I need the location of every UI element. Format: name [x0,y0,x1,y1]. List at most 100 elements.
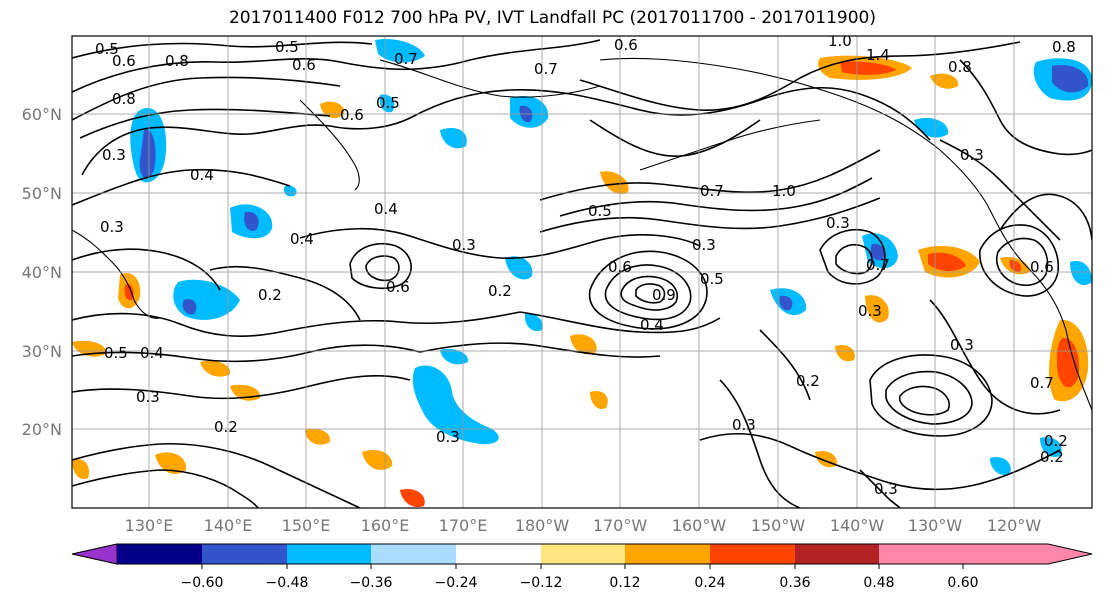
colorbar-segment [287,544,371,564]
contour-label: 0.2 [488,282,512,300]
lon-label: 140°W [830,516,885,535]
contour-label: 0.3 [950,336,974,354]
pv-contours [72,39,1092,508]
contour-label: 0.7 [534,60,558,78]
contour-label: 0.6 [292,56,316,74]
contour-label: 0.3 [858,302,882,320]
pv-contour [72,39,601,93]
contour-label: 0.8 [948,58,972,76]
pv-contour [539,149,881,201]
shade-blob [155,452,187,474]
pv-contour [929,299,1061,415]
contour-labels: 0.5 0.6 0.8 0.5 0.6 0.7 0.6 0.7 1.0 1.4 … [95,36,1076,498]
shade-blob [412,365,499,445]
pv-contour [72,311,521,337]
shade-blob [524,313,543,332]
pv-contour [719,379,801,508]
shade-blob [200,360,231,377]
contour-label: 0.2 [258,286,282,304]
colorbar-segment [371,544,456,564]
pv-contour [72,248,221,291]
contour-label: 0.3 [100,218,124,236]
pv-contour [869,354,993,437]
pv-contour [72,374,411,400]
colorbar-segment [456,544,541,564]
map-frame [71,35,1093,509]
shade-blob [1070,260,1092,286]
contour-label: 0.4 [190,166,214,184]
pv-contour [999,193,1092,241]
shade-blob [990,456,1011,476]
lon-label: 160°W [672,516,727,535]
pv-contour [81,87,931,176]
contour-label: 0.5 [700,270,724,288]
colorbar: −0.60 −0.48 −0.36 −0.24 −0.12 0.12 0.24 … [71,543,1093,591]
longitude-labels: 130°E 140°E 150°E 160°E 170°E 180°W 170°… [125,516,1042,535]
colorbar-ticks [201,564,964,569]
contour-label: 0.3 [826,214,850,232]
shade-blob [570,334,597,355]
contour-label: 0.8 [112,90,136,108]
pv-contour [72,442,361,508]
colorbar-tick-label: −0.60 [181,575,224,591]
pv-contour [589,119,761,157]
colorbar-outline [71,543,1093,565]
pv-contour [365,255,400,282]
colorbar-segment [625,544,710,564]
pv-contour [819,228,886,285]
contour-label: 0.2 [796,372,820,390]
lon-label: 150°W [751,516,806,535]
contour-label: 0.7 [394,50,418,68]
colorbar-tick-label: 0.36 [779,575,810,591]
lat-label: 50°N [22,184,62,203]
colorbar-segment [117,544,202,564]
pv-contour [759,329,811,401]
lon-label: 140°E [204,516,253,535]
pv-contour [996,237,1049,287]
shade-blob [284,185,297,197]
colorbar-segment [879,544,963,564]
contour-label: 0.7 [1030,374,1054,392]
contour-label: 1.4 [866,46,890,64]
coast-california [1065,329,1092,411]
lat-label: 60°N [22,105,62,124]
shade-blob [930,73,959,89]
colorbar-tick-label: −0.12 [520,575,563,591]
colorbar-tick-label: 0.60 [947,575,978,591]
pv-contour [539,197,881,233]
colorbar-extend-right [963,544,1092,564]
contour-label: 0.3 [960,146,984,164]
latitude-labels: 60°N 50°N 40°N 30°N 20°N [22,105,62,439]
contour-label: 0.3 [874,480,898,498]
pv-contour [559,177,873,217]
coast-kamchatka [299,99,360,191]
lon-label: 160°E [361,516,410,535]
shade-blob [865,295,889,323]
contour-label: 0.3 [732,416,756,434]
coast-asia [72,229,161,319]
shade-blob [1009,260,1022,272]
pv-contour [419,342,661,358]
contour-label: 0.6 [614,36,638,54]
pv-contour [959,59,1092,156]
shade-blob [124,283,134,301]
coast-alaska [599,57,991,211]
shade-blob [779,295,793,311]
contour-label: 0.3 [452,236,476,254]
colorbar-tick-label: 0.48 [863,575,894,591]
colorbar-segment [795,544,879,564]
pv-contour [72,344,421,363]
pv-contour [579,41,1021,111]
contour-label: 0.3 [436,428,460,446]
colorbar-extend-left [71,543,118,565]
shade-blob [139,129,156,179]
colorbar-segment [202,544,287,564]
gridlines [72,36,1092,508]
contour-label: 0.6 [112,52,136,70]
contour-label: 0.2 [214,418,238,436]
pv-contour [635,283,666,304]
shade-blob [590,390,608,410]
lon-label: 130°W [908,516,963,535]
shade-blob [440,127,467,149]
